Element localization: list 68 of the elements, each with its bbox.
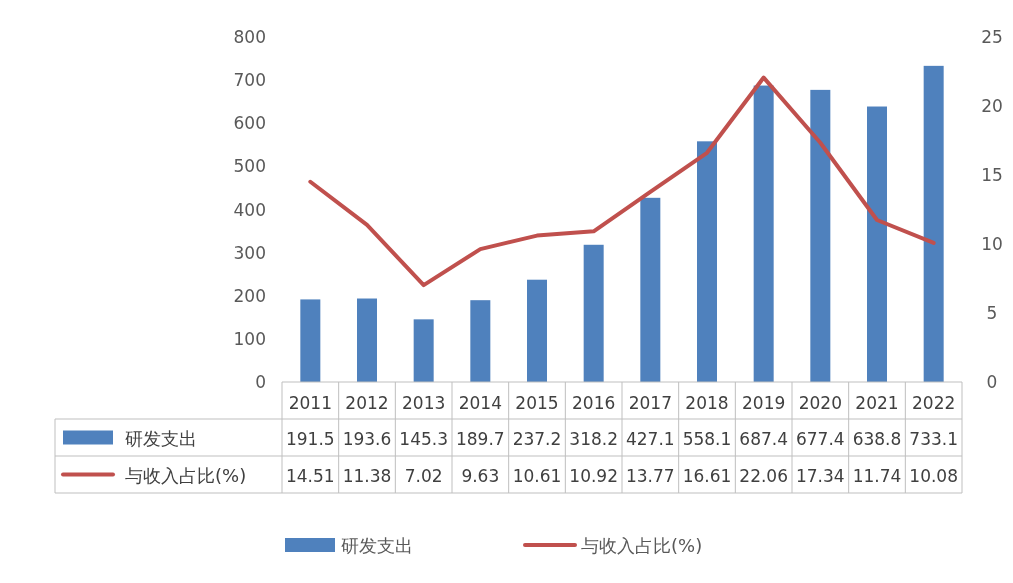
y-tick-label: 700 [233, 70, 266, 91]
data-label: 145.3 [399, 428, 448, 449]
x-tick-label: 2014 [458, 393, 502, 413]
data-label: 687.4 [739, 428, 788, 449]
x-tick-label: 2012 [345, 393, 389, 413]
data-label: 237.2 [512, 428, 562, 449]
y-tick-label: 300 [233, 242, 266, 263]
y-tick-label: 400 [233, 199, 266, 220]
data-label: 677.4 [796, 428, 845, 449]
data-label: 558.1 [682, 428, 732, 449]
bar [923, 65, 944, 382]
data-label: 17.34 [796, 465, 845, 486]
bar [413, 319, 434, 382]
data-label: 13.77 [626, 465, 675, 486]
bar [470, 300, 491, 382]
legend-label: 与收入占比(%) [125, 464, 247, 486]
data-label: 22.06 [739, 465, 788, 486]
legend-label: 研发支出 [125, 427, 197, 449]
x-tick-label: 2019 [742, 393, 786, 413]
y2-tick-label: 0 [986, 372, 998, 392]
text: 与收入占比(%) [581, 535, 703, 556]
data-label: 11.38 [342, 465, 392, 486]
x-tick-label: 2016 [572, 393, 616, 413]
bar [753, 85, 774, 382]
x-tick-label: 2015 [515, 393, 559, 413]
y-tick-label: 800 [233, 27, 266, 47]
bar [527, 279, 547, 382]
x-tick-label: 2017 [628, 393, 672, 413]
data-label: 16.61 [682, 465, 732, 486]
data-label: 11.74 [852, 465, 902, 486]
bar [810, 89, 831, 382]
y-tick-label: 100 [233, 328, 266, 349]
x-tick-label: 2021 [855, 393, 899, 413]
y-tick-label: 600 [233, 113, 266, 134]
x-tick-label: 2020 [798, 393, 842, 413]
data-label: 193.6 [342, 428, 392, 449]
data-label: 191.5 [286, 428, 335, 449]
y2-tick-label: 25 [981, 27, 1003, 47]
y2-tick-label: 20 [981, 96, 1003, 116]
bar [357, 298, 377, 382]
x-tick-label: 2013 [402, 393, 446, 413]
data-label: 14.51 [286, 465, 335, 486]
data-label: 427.1 [626, 428, 675, 449]
data-label: 318.2 [569, 428, 618, 449]
data-label: 638.8 [852, 428, 902, 449]
data-label: 10.61 [512, 465, 562, 486]
bar [640, 197, 661, 382]
x-tick-label: 2018 [685, 393, 729, 413]
data-label: 10.08 [909, 465, 958, 486]
x-tick-label: 2022 [912, 393, 956, 413]
y-tick-label: 0 [255, 372, 266, 392]
data-label: 733.1 [909, 428, 958, 449]
bar [867, 106, 887, 382]
line-series [308, 75, 936, 288]
x-tick-label: 2011 [288, 393, 332, 413]
y2-tick-label: 10 [981, 234, 1003, 254]
y2-tick-label: 5 [986, 303, 998, 323]
data-label: 9.63 [461, 465, 500, 486]
bar [583, 244, 604, 382]
y2-tick-label: 15 [981, 165, 1003, 185]
bar [697, 141, 717, 382]
bar [300, 299, 321, 382]
data-label: 10.92 [569, 465, 618, 486]
y-tick-label: 500 [233, 156, 266, 177]
data-label: 7.02 [404, 465, 443, 486]
text: 研发支出 [341, 535, 413, 556]
data-label: 189.7 [456, 428, 505, 449]
y-tick-label: 200 [233, 285, 266, 306]
